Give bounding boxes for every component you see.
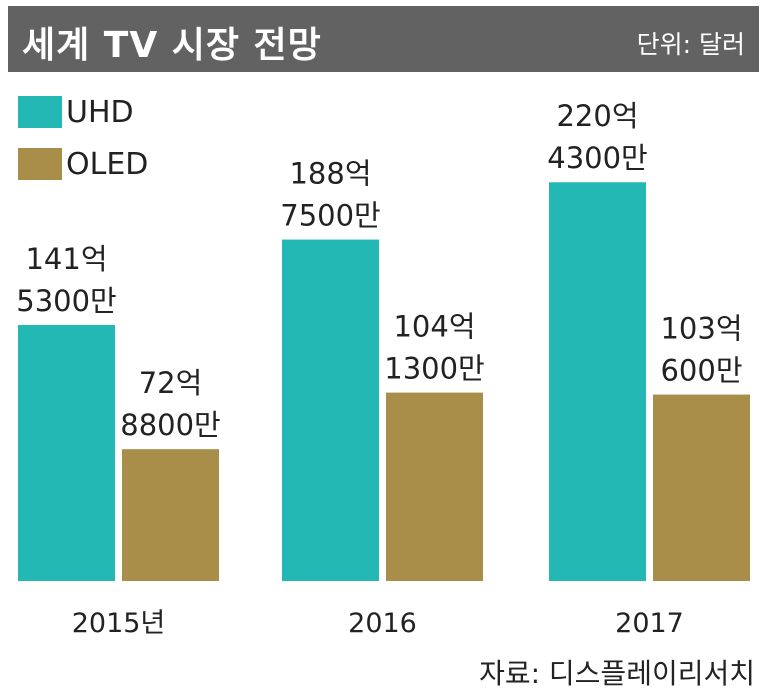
legend-item-oled: OLED bbox=[18, 146, 149, 182]
unit-label: 단위: 달러 bbox=[636, 30, 745, 59]
chart-header: 세계 TV 시장 전망 단위: 달러 bbox=[8, 6, 759, 72]
data-label-uhd-0-line2: 5300만 bbox=[16, 284, 116, 318]
bar-uhd-1 bbox=[282, 239, 379, 581]
data-label-uhd-1-line2: 7500만 bbox=[280, 199, 380, 233]
data-label-oled-2-line2: 600만 bbox=[660, 354, 742, 388]
data-label-oled-1-line1: 104억 bbox=[393, 310, 475, 344]
x-tick-label-2: 2017 bbox=[615, 608, 684, 639]
legend-swatch-uhd bbox=[18, 96, 62, 128]
data-label-uhd-1-line1: 188억 bbox=[289, 157, 371, 191]
data-label-uhd-0-line1: 141억 bbox=[25, 242, 107, 276]
data-label-uhd-2-line1: 220억 bbox=[556, 99, 638, 133]
x-tick-label-0: 2015년 bbox=[72, 608, 166, 639]
bar-uhd-2 bbox=[549, 182, 646, 581]
legend-item-uhd: UHD bbox=[18, 94, 134, 130]
data-label-oled-1-line2: 1300만 bbox=[384, 352, 484, 386]
data-label-uhd-2-line2: 4300만 bbox=[547, 141, 647, 175]
source-note: 자료: 디스플레이리서치 bbox=[479, 657, 755, 690]
bar-oled-2 bbox=[653, 394, 750, 581]
chart-title: 세계 TV 시장 전망 bbox=[22, 25, 322, 66]
data-label-oled-0-line2: 8800만 bbox=[120, 408, 220, 442]
bar-oled-0 bbox=[122, 449, 219, 581]
data-label-oled-2-line1: 103억 bbox=[660, 312, 742, 346]
legend-label-oled: OLED bbox=[66, 146, 149, 182]
data-label-oled-0-line1: 72억 bbox=[139, 366, 203, 400]
bar-oled-1 bbox=[386, 392, 483, 581]
bar-uhd-0 bbox=[18, 324, 115, 581]
x-tick-label-1: 2016 bbox=[348, 608, 417, 639]
legend-label-uhd: UHD bbox=[66, 94, 134, 130]
legend-swatch-oled bbox=[18, 148, 62, 180]
